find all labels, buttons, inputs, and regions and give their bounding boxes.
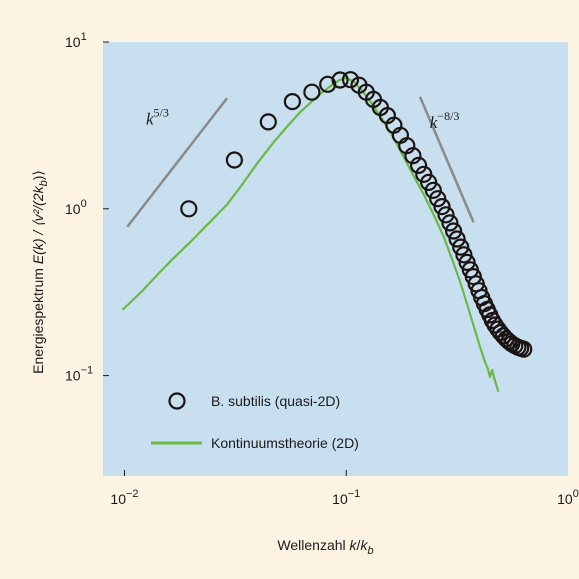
data-point-b-subtilis <box>433 198 451 216</box>
legend-marker-scatter <box>168 392 186 410</box>
x-tick-label: 100 <box>557 488 579 507</box>
series-scatter-group <box>180 71 533 358</box>
reference-lines: k5/3 k−8/3 <box>126 96 475 228</box>
data-point-b-subtilis <box>452 238 470 256</box>
slope-label: k−8/3 <box>430 109 460 132</box>
data-point-b-subtilis <box>515 340 533 358</box>
data-point-b-subtilis <box>445 222 463 240</box>
data-point-b-subtilis <box>303 83 321 101</box>
data-point-b-subtilis <box>424 181 442 199</box>
plot-area <box>103 42 568 476</box>
data-point-b-subtilis <box>259 113 277 131</box>
data-point-b-subtilis <box>410 156 428 174</box>
data-point-b-subtilis <box>341 71 360 89</box>
slope-label: k5/3 <box>146 106 169 129</box>
series-kontinuumstheorie-line <box>121 76 500 393</box>
y-axis-label: Energiespektrum E(k) / ⟨v²/(2kb)⟩ <box>30 170 50 374</box>
slope-reference-line <box>126 97 229 228</box>
y-tick-label: 101 <box>65 31 87 50</box>
data-point-b-subtilis <box>331 71 349 89</box>
x-axis-label: Wellenzahl k/kb <box>277 537 373 557</box>
data-point-b-subtilis <box>404 147 422 165</box>
legend-label-line: Kontinuumstheorie (2D) <box>211 435 359 451</box>
data-point-b-subtilis <box>180 200 198 218</box>
axis-ticks: 10−2 10−1 100 10−1 100 101 <box>65 31 579 507</box>
data-point-b-subtilis <box>441 214 459 232</box>
slope-reference-line <box>418 96 475 223</box>
data-point-b-subtilis <box>283 92 301 111</box>
data-point-b-subtilis <box>455 246 473 264</box>
y-tick-label: 10−1 <box>65 365 93 384</box>
data-point-b-subtilis <box>225 151 243 169</box>
data-point-b-subtilis <box>437 206 455 224</box>
y-tick-label: 100 <box>65 198 87 217</box>
data-point-b-subtilis <box>448 230 466 248</box>
x-tick-label: 10−2 <box>110 488 138 507</box>
legend: B. subtilis (quasi-2D) Kontinuumstheorie… <box>151 392 359 451</box>
series-line-group <box>121 76 500 393</box>
x-tick-label: 10−1 <box>332 488 360 507</box>
legend-label-scatter: B. subtilis (quasi-2D) <box>211 393 340 409</box>
